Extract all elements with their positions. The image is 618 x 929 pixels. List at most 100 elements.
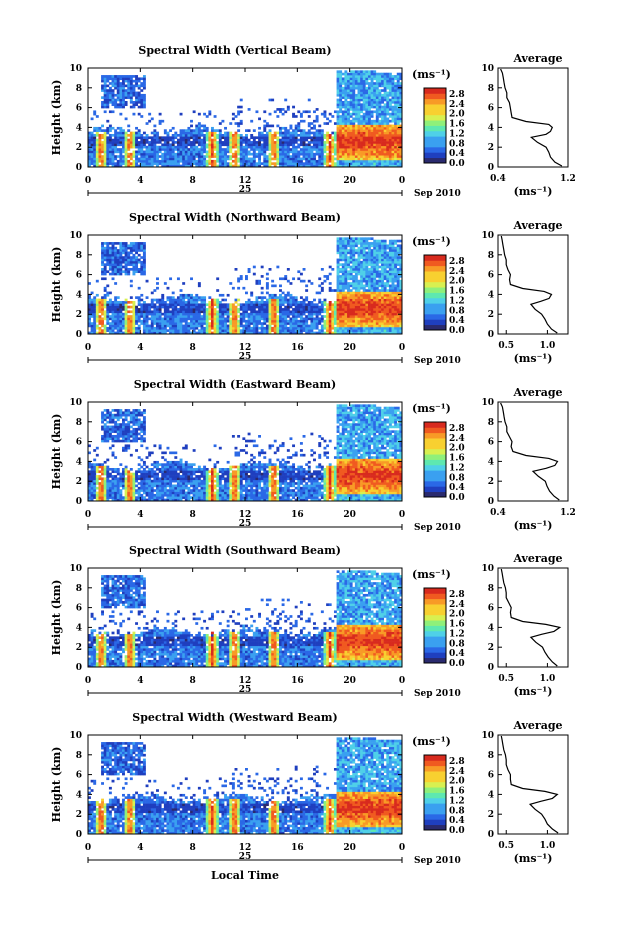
- heatmap-cell: [90, 117, 94, 121]
- heatmap-cell: [103, 82, 107, 85]
- heatmap-cell: [349, 331, 353, 335]
- heatmap-cell: [224, 303, 227, 307]
- heatmap-cell: [341, 131, 345, 135]
- heatmap-cell: [375, 310, 379, 314]
- heatmap-cell: [171, 155, 175, 158]
- heatmap-cell: [294, 329, 298, 332]
- heatmap-cell: [336, 249, 340, 252]
- heatmap-cell: [192, 312, 196, 316]
- heatmap-cell: [98, 305, 102, 309]
- heatmap-cell: [190, 155, 193, 158]
- heatmap-cell: [362, 77, 366, 81]
- heatmap-cell: [187, 310, 191, 314]
- heatmap-cell: [242, 315, 246, 318]
- heatmap-cell: [383, 91, 387, 95]
- heatmap-cell: [103, 159, 107, 163]
- heatmap-cell: [365, 282, 369, 285]
- heatmap-cell: [341, 122, 345, 125]
- heatmap-cell: [367, 136, 371, 140]
- heatmap-cell: [349, 246, 353, 250]
- heatmap-cell: [299, 143, 303, 147]
- heatmap-cell: [383, 159, 387, 163]
- heatmap-cell: [179, 141, 183, 144]
- heatmap-cell: [101, 301, 104, 304]
- heatmap-cell: [224, 317, 227, 321]
- heatmap-cell: [247, 317, 251, 321]
- heatmap-cell: [184, 148, 188, 151]
- heatmap-cell: [310, 308, 314, 311]
- heatmap-cell: [357, 98, 361, 102]
- heatmap-cell: [197, 315, 201, 318]
- heatmap-cell: [166, 152, 170, 156]
- heatmap-cell: [98, 152, 102, 156]
- heatmap-cell: [297, 145, 301, 149]
- heatmap-cell: [344, 301, 348, 304]
- heatmap-cell: [292, 105, 296, 109]
- heatmap-cell: [103, 293, 107, 297]
- heatmap-cell: [122, 260, 125, 264]
- heatmap-cell: [187, 303, 191, 307]
- heatmap-cell: [352, 77, 356, 81]
- heatmap-cell: [150, 157, 154, 161]
- heatmap-cell: [90, 329, 94, 332]
- heatmap-cell: [197, 122, 201, 125]
- heatmap-cell: [307, 157, 311, 161]
- heatmap-cell: [378, 159, 382, 163]
- heatmap-cell: [299, 138, 303, 142]
- heatmap-cell: [132, 329, 136, 332]
- heatmap-cell: [320, 319, 324, 323]
- heatmap-cell: [381, 150, 384, 154]
- heatmap-cell: [166, 134, 170, 137]
- heatmap-cell: [326, 331, 330, 335]
- heatmap-cell: [367, 115, 371, 118]
- heatmap-cell: [284, 143, 288, 147]
- heatmap-cell: [245, 301, 248, 304]
- heatmap-cell: [305, 322, 309, 325]
- heatmap-cell: [184, 136, 188, 140]
- heatmap-cell: [114, 268, 118, 271]
- heatmap-cell: [375, 82, 379, 85]
- heatmap-cell: [284, 145, 288, 149]
- heatmap-cell: [229, 308, 233, 311]
- heatmap-cell: [140, 105, 144, 109]
- heatmap-cell: [276, 326, 280, 330]
- heatmap-cell: [310, 159, 314, 163]
- heatmap-cell: [127, 310, 131, 314]
- heatmap-cell: [265, 136, 269, 140]
- heatmap-cell: [221, 317, 225, 321]
- heatmap-cell: [150, 331, 154, 335]
- heatmap-cell: [320, 141, 324, 144]
- heatmap-cell: [163, 322, 167, 325]
- heatmap-cell: [140, 164, 144, 168]
- heatmap-cell: [357, 310, 361, 314]
- heatmap-cell: [307, 303, 311, 307]
- heatmap-cell: [166, 131, 170, 135]
- heatmap-cell: [135, 315, 139, 318]
- panel-title: Spectral Width (Vertical Beam): [138, 44, 331, 57]
- heatmap-cell: [260, 275, 264, 278]
- heatmap-cell: [313, 157, 316, 161]
- heatmap-cell: [213, 326, 217, 330]
- heatmap-cell: [344, 159, 348, 163]
- heatmap-cell: [90, 303, 94, 307]
- heatmap-cell: [370, 157, 374, 161]
- heatmap-cell: [250, 310, 254, 314]
- heatmap-cell: [279, 329, 282, 332]
- heatmap-cell: [229, 324, 233, 328]
- heatmap-cell: [242, 148, 246, 151]
- heatmap-cell: [239, 317, 243, 321]
- heatmap-cell: [93, 136, 97, 140]
- heatmap-cell: [140, 82, 144, 85]
- heatmap-cell: [373, 331, 377, 335]
- heatmap-cell: [163, 317, 167, 321]
- heatmap-cell: [210, 319, 214, 323]
- heatmap-cell: [289, 317, 293, 321]
- heatmap-cell: [344, 322, 348, 325]
- heatmap-cell: [226, 308, 230, 311]
- heatmap-cell: [150, 117, 154, 121]
- heatmap-cell: [132, 260, 136, 264]
- heatmap-cell: [176, 296, 180, 299]
- heatmap-cell: [176, 329, 180, 332]
- heatmap-cell: [341, 103, 345, 107]
- heatmap-cell: [137, 143, 141, 147]
